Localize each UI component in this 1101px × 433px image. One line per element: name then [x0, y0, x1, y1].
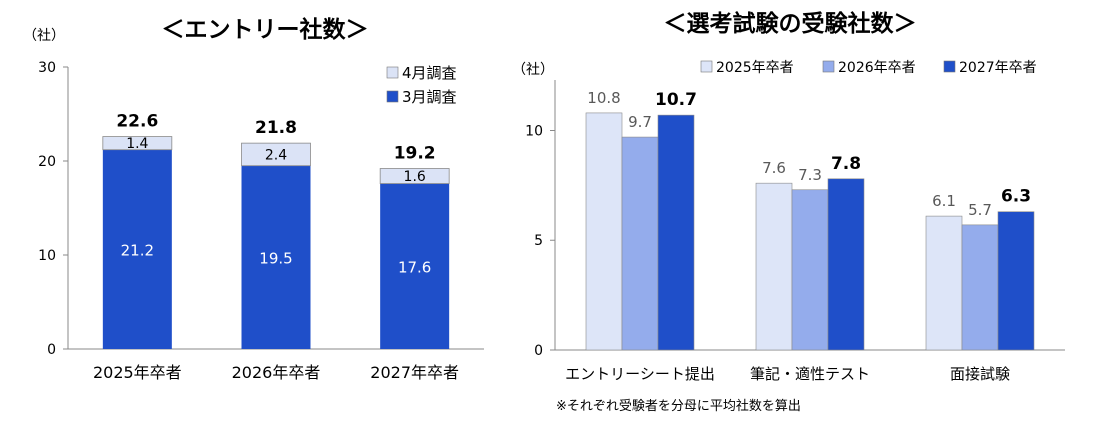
value-label-april: 2.4 [265, 147, 287, 163]
selection-chart-title: ＜選考試験の受験社数＞ [664, 10, 917, 37]
y-tick-label: 0 [47, 342, 56, 358]
bar-2026年卒者 [621, 136, 659, 351]
entry-chart-y-ticks: 0 10 20 30 [38, 60, 68, 358]
value-label-march: 19.5 [259, 249, 292, 267]
value-label-april: 1.6 [404, 169, 426, 185]
value-label: 7.8 [831, 154, 861, 174]
value-label-total: 19.2 [394, 144, 436, 164]
selection-chart-bars [585, 112, 1035, 351]
value-label: 7.6 [762, 159, 786, 177]
selection-chart-legend: 2025年卒者 2026年卒者 2027年卒者 [700, 60, 1037, 76]
x-tick-label: 2026年卒者 [232, 363, 321, 382]
x-tick-label: 面接試験 [950, 365, 1010, 383]
legend-swatch-2025 [700, 60, 713, 73]
y-tick-label: 0 [534, 343, 543, 359]
entry-chart-unit-label: （社） [23, 28, 65, 44]
bar-2026年卒者 [961, 224, 999, 351]
bar-april [379, 168, 450, 184]
bar-2027年卒者 [997, 211, 1035, 351]
bar-march [241, 165, 311, 349]
entry-chart-x-ticks: 2025年卒者 2026年卒者 2027年卒者 [93, 363, 459, 382]
value-label: 5.7 [968, 201, 992, 219]
legend-swatch-march [386, 90, 399, 103]
bar-2025年卒者 [585, 112, 623, 351]
bar-2026年卒者 [791, 189, 829, 351]
y-tick-label: 10 [38, 248, 56, 264]
selection-chart-unit-label: （社） [512, 62, 554, 78]
entry-chart-value-labels: 21.2 1.4 22.6 19.5 2.4 21.8 17.6 1.6 19.2 [116, 112, 435, 277]
x-tick-label: エントリーシート提出 [565, 365, 715, 383]
selection-chart-x-ticks: エントリーシート提出 筆記・適性テスト 面接試験 [565, 365, 1010, 383]
y-tick-label: 20 [38, 154, 56, 170]
bar-2027年卒者 [827, 178, 865, 351]
legend-label-march: 3月調査 [402, 88, 457, 106]
legend-label-april: 4月調査 [402, 64, 457, 82]
value-label-total: 22.6 [116, 112, 158, 132]
selection-chart-value-labels: 10.8 9.710.7 7.6 7.3 7.8 6.1 5.7 6.3 [587, 89, 1031, 219]
x-tick-label: 2025年卒者 [93, 363, 182, 382]
y-tick-label: 10 [525, 123, 543, 139]
value-label: 9.7 [628, 113, 652, 131]
legend-swatch-april [386, 66, 399, 79]
entry-chart: ＜エントリー社数＞ （社） 0 10 20 30 21.2 1.4 22.6 19.5 2.4… [23, 16, 484, 382]
selection-chart-y-ticks: 0 5 10 [525, 123, 555, 359]
legend-label-2026: 2026年卒者 [838, 60, 916, 76]
bar-april [241, 142, 311, 167]
legend-label-2027: 2027年卒者 [959, 60, 1037, 76]
legend-label-2025: 2025年卒者 [716, 60, 794, 76]
x-tick-label: 2027年卒者 [370, 363, 459, 382]
entry-chart-title: ＜エントリー社数＞ [162, 16, 369, 43]
value-label-march: 21.2 [121, 241, 154, 259]
value-label: 10.8 [587, 89, 620, 107]
entry-chart-bars [102, 136, 450, 349]
bar-march [380, 183, 450, 349]
legend-swatch-2026 [822, 60, 835, 73]
value-label: 10.7 [655, 90, 697, 110]
y-tick-label: 30 [38, 60, 56, 76]
value-label-total: 21.8 [255, 118, 297, 138]
bar-april [102, 136, 173, 151]
bar-2025年卒者 [755, 182, 793, 351]
value-label-march: 17.6 [398, 258, 431, 276]
selection-chart: ＜選考試験の受験社数＞ （社） 0 5 10 10.8 9.710.7 7.6 7.3 7.… [512, 10, 1065, 414]
bar-2025年卒者 [925, 215, 963, 351]
bar-march [102, 149, 172, 349]
value-label: 6.3 [1001, 187, 1031, 207]
value-label: 6.1 [932, 192, 956, 210]
entry-chart-legend: 4月調査 3月調査 [386, 64, 457, 106]
selection-chart-note: ※それぞれ受験者を分母に平均社数を算出 [556, 398, 801, 414]
x-tick-label: 筆記・適性テスト [750, 365, 870, 383]
value-label: 7.3 [798, 166, 822, 184]
value-label-april: 1.4 [126, 136, 148, 152]
y-tick-label: 5 [534, 233, 543, 249]
bar-2027年卒者 [657, 114, 695, 351]
legend-swatch-2027 [943, 60, 956, 73]
